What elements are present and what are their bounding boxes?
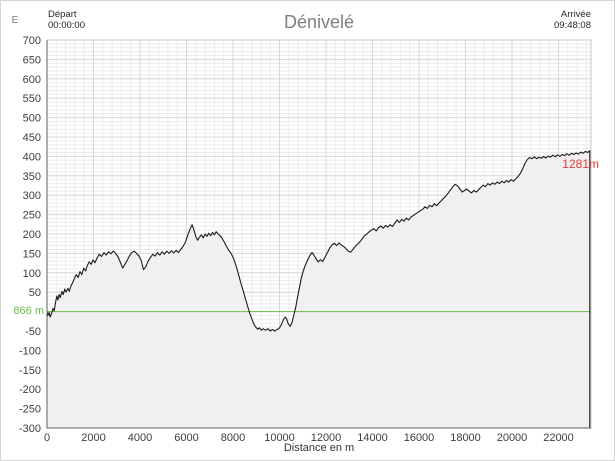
- svg-text:2000: 2000: [81, 432, 105, 444]
- svg-text:-150: -150: [19, 365, 41, 377]
- svg-text:10000: 10000: [264, 432, 295, 444]
- elevation-curve: [46, 150, 591, 428]
- svg-text:12000: 12000: [311, 432, 342, 444]
- svg-text:14000: 14000: [357, 432, 388, 444]
- finish-elevation-label: 1281m: [562, 157, 599, 171]
- svg-text:-250: -250: [19, 404, 41, 416]
- svg-text:18000: 18000: [450, 432, 481, 444]
- departure-info: Départ 00:00:00: [48, 9, 85, 31]
- svg-text:700: 700: [23, 35, 41, 47]
- svg-text:50: 50: [29, 287, 41, 299]
- y-axis-unit-label: E: [11, 15, 19, 26]
- svg-text:-300: -300: [19, 423, 41, 435]
- svg-text:-200: -200: [19, 384, 41, 396]
- svg-text:16000: 16000: [404, 432, 435, 444]
- svg-text:20000: 20000: [497, 432, 528, 444]
- svg-text:-100: -100: [19, 345, 41, 357]
- svg-text:400: 400: [23, 151, 41, 163]
- chart-title: Dénivelé: [283, 12, 355, 32]
- svg-text:250: 250: [23, 210, 41, 222]
- svg-text:4000: 4000: [128, 432, 152, 444]
- svg-text:22000: 22000: [543, 432, 574, 444]
- svg-text:300: 300: [23, 190, 41, 202]
- start-elevation-label: 866 m: [13, 305, 44, 317]
- svg-text:-50: -50: [25, 326, 41, 338]
- svg-text:0: 0: [44, 432, 50, 444]
- arrival-label: Arrivée: [560, 9, 591, 20]
- svg-text:350: 350: [23, 171, 41, 183]
- svg-text:150: 150: [23, 248, 41, 260]
- svg-text:8000: 8000: [221, 432, 245, 444]
- departure-time: 00:00:00: [48, 20, 85, 31]
- svg-text:450: 450: [23, 132, 41, 144]
- svg-text:200: 200: [23, 229, 41, 241]
- svg-text:600: 600: [23, 74, 41, 86]
- departure-label: Départ: [48, 9, 77, 20]
- svg-text:100: 100: [23, 268, 41, 280]
- elevation-area-fill: [47, 150, 590, 428]
- svg-text:500: 500: [23, 113, 41, 125]
- svg-text:6000: 6000: [174, 432, 198, 444]
- arrival-time: 09:48:08: [554, 20, 591, 31]
- arrival-info: Arrivée 09:48:08: [441, 9, 591, 31]
- svg-text:550: 550: [23, 93, 41, 105]
- svg-text:650: 650: [23, 54, 41, 66]
- x-axis-title: Distance en m: [283, 442, 355, 454]
